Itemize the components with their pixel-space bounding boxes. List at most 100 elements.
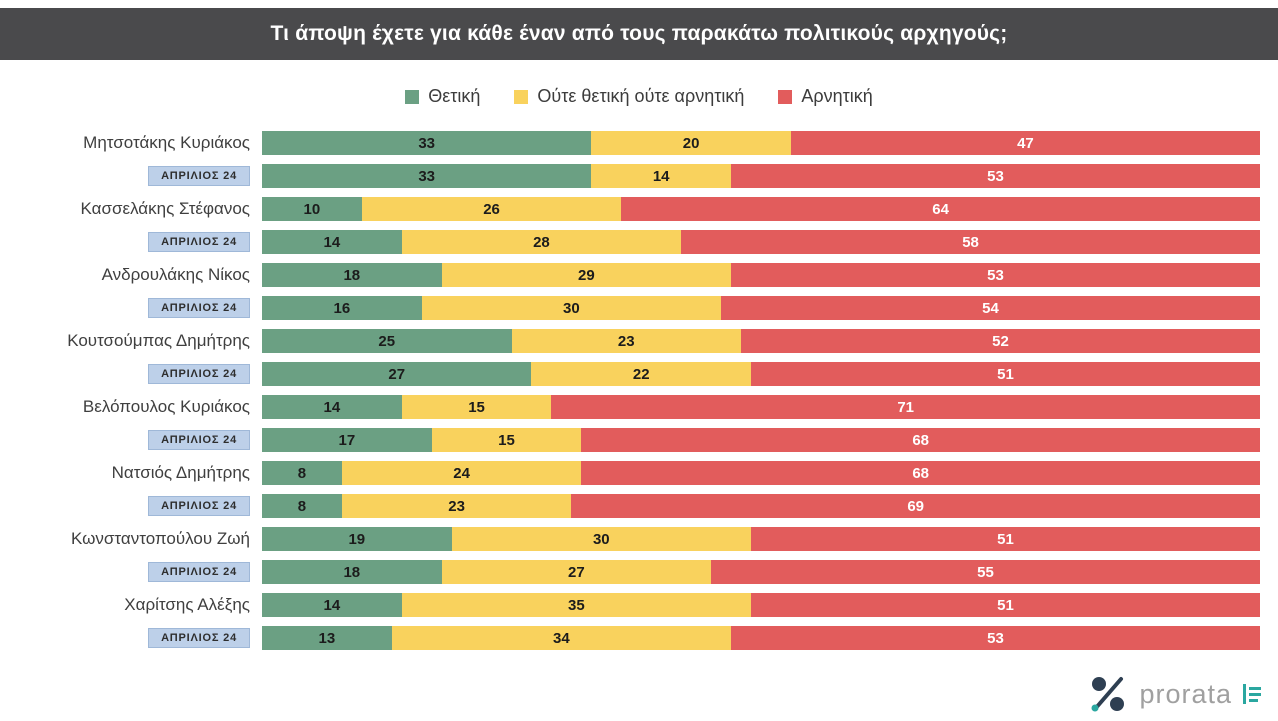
bar-value-label: 51 <box>997 596 1014 614</box>
bar-segment-2: 51 <box>751 593 1260 617</box>
row-label-period: ΑΠΡΙΛΙΟΣ 24 <box>12 496 262 516</box>
period-badge: ΑΠΡΙΛΙΟΣ 24 <box>148 496 250 516</box>
bar-group: 33 14 53 <box>262 164 1260 188</box>
bar-value-label: 68 <box>912 431 929 449</box>
legend-swatch <box>405 89 420 104</box>
period-badge: ΑΠΡΙΛΙΟΣ 24 <box>148 364 250 384</box>
prorata-logo: prorata <box>1087 673 1262 715</box>
bar-value-label: 30 <box>592 530 610 548</box>
bar-value-label: 53 <box>987 266 1004 284</box>
chart-row: ΑΠΡΙΛΙΟΣ 24 8 23 69 <box>12 494 1260 518</box>
leader-name: Μητσοτάκης Κυριάκος <box>83 133 250 152</box>
leader-name: Κωνσταντοπούλου Ζωή <box>71 529 250 548</box>
row-label-leader: Βελόπουλος Κυριάκος <box>12 397 262 417</box>
bar-value-label: 35 <box>568 596 585 614</box>
chart-row: Μητσοτάκης Κυριάκος 33 20 47 <box>12 131 1260 155</box>
bar-value-label: 33 <box>418 167 435 185</box>
bar-segment-0: 14 <box>262 395 402 419</box>
bar-segment-1: 14 <box>591 164 732 188</box>
bar-value-label: 10 <box>303 200 321 218</box>
bar-segment-2: 68 <box>581 428 1260 452</box>
bar-value-label: 53 <box>987 629 1004 647</box>
bar-group: 10 26 64 <box>262 197 1260 221</box>
bar-group: 8 24 68 <box>262 461 1260 485</box>
chart-row: ΑΠΡΙΛΙΟΣ 24 27 22 51 <box>12 362 1260 386</box>
row-label-period: ΑΠΡΙΛΙΟΣ 24 <box>12 628 262 648</box>
bar-segment-1: 30 <box>451 527 751 551</box>
bar-value-label: 51 <box>997 365 1014 383</box>
bar-value-label: 19 <box>348 530 366 548</box>
bar-value-label: 68 <box>912 464 929 482</box>
leader-name: Νατσιός Δημήτρης <box>111 463 250 482</box>
bar-value-label: 52 <box>992 332 1009 350</box>
bar-value-label: 64 <box>932 200 949 218</box>
bar-group: 17 15 68 <box>262 428 1260 452</box>
leader-name: Κασσελάκης Στέφανος <box>80 199 250 218</box>
bar-segment-1: 24 <box>341 461 582 485</box>
bar-value-label: 14 <box>323 233 341 251</box>
row-label-leader: Νατσιός Δημήτρης <box>12 463 262 483</box>
period-badge: ΑΠΡΙΛΙΟΣ 24 <box>148 232 250 252</box>
chart-row: Κουτσούμπας Δημήτρης 25 23 52 <box>12 329 1260 353</box>
legend-label: Αρνητική <box>801 86 873 106</box>
bar-value-label: 24 <box>453 464 470 482</box>
bar-segment-2: 51 <box>751 362 1260 386</box>
bar-segment-1: 20 <box>591 131 791 155</box>
percent-logo-icon <box>1091 677 1125 712</box>
legend-swatch <box>778 89 793 104</box>
chart-row: Κασσελάκης Στέφανος 10 26 64 <box>12 197 1260 221</box>
leader-name: Κουτσούμπας Δημήτρης <box>67 331 250 350</box>
bar-segment-1: 27 <box>441 560 712 584</box>
bar-segment-1: 23 <box>511 329 742 353</box>
row-label-leader: Κωνσταντοπούλου Ζωή <box>12 529 262 549</box>
bar-value-label: 27 <box>568 563 585 581</box>
bar-value-label: 8 <box>297 497 307 515</box>
bar-segment-2: 69 <box>571 494 1260 518</box>
bar-segment-2: 58 <box>681 230 1260 254</box>
chart-row: ΑΠΡΙΛΙΟΣ 24 17 15 68 <box>12 428 1260 452</box>
legend-item-1: Ούτε θετική ούτε αρνητική <box>514 86 744 107</box>
row-label-period: ΑΠΡΙΛΙΟΣ 24 <box>12 232 262 252</box>
chart-row: ΑΠΡΙΛΙΟΣ 24 14 28 58 <box>12 230 1260 254</box>
bar-segment-0: 14 <box>262 230 402 254</box>
bar-value-label: 14 <box>323 596 341 614</box>
bar-segment-0: 10 <box>262 197 362 221</box>
chart-row: Νατσιός Δημήτρης 8 24 68 <box>12 461 1260 485</box>
bar-value-label: 28 <box>533 233 550 251</box>
bar-segment-0: 14 <box>262 593 402 617</box>
bar-group: 18 27 55 <box>262 560 1260 584</box>
bar-group: 16 30 54 <box>262 296 1260 320</box>
bar-segment-1: 30 <box>421 296 722 320</box>
bar-segment-1: 15 <box>401 395 552 419</box>
bar-value-label: 26 <box>483 200 500 218</box>
row-label-leader: Κασσελάκης Στέφανος <box>12 199 262 219</box>
bar-segment-2: 54 <box>721 296 1260 320</box>
bar-segment-0: 13 <box>262 626 392 650</box>
chart-row: Βελόπουλος Κυριάκος 14 15 71 <box>12 395 1260 419</box>
bar-value-label: 29 <box>577 266 595 284</box>
bar-segment-1: 34 <box>391 626 732 650</box>
legend: Θετική Ούτε θετική ούτε αρνητική Αρνητική <box>0 86 1278 107</box>
bar-segment-0: 8 <box>262 494 342 518</box>
bar-segment-1: 29 <box>441 263 732 287</box>
bar-segment-0: 25 <box>262 329 512 353</box>
bar-segment-2: 53 <box>731 626 1260 650</box>
bar-group: 14 15 71 <box>262 395 1260 419</box>
bar-value-label: 22 <box>632 365 650 383</box>
prorata-logo-text: prorata <box>1139 678 1232 709</box>
bar-group: 13 34 53 <box>262 626 1260 650</box>
bar-value-label: 15 <box>498 431 515 449</box>
bar-segment-2: 47 <box>790 131 1260 155</box>
bar-value-label: 23 <box>448 497 465 515</box>
bar-segment-0: 18 <box>262 560 442 584</box>
bar-group: 14 28 58 <box>262 230 1260 254</box>
bar-value-label: 16 <box>333 299 351 317</box>
legend-item-2: Αρνητική <box>778 86 873 107</box>
bar-value-label: 14 <box>652 167 670 185</box>
bar-segment-2: 71 <box>551 395 1260 419</box>
bar-value-label: 51 <box>997 530 1014 548</box>
bar-segment-2: 53 <box>731 263 1260 287</box>
bar-value-label: 58 <box>962 233 979 251</box>
bar-value-label: 55 <box>977 563 994 581</box>
